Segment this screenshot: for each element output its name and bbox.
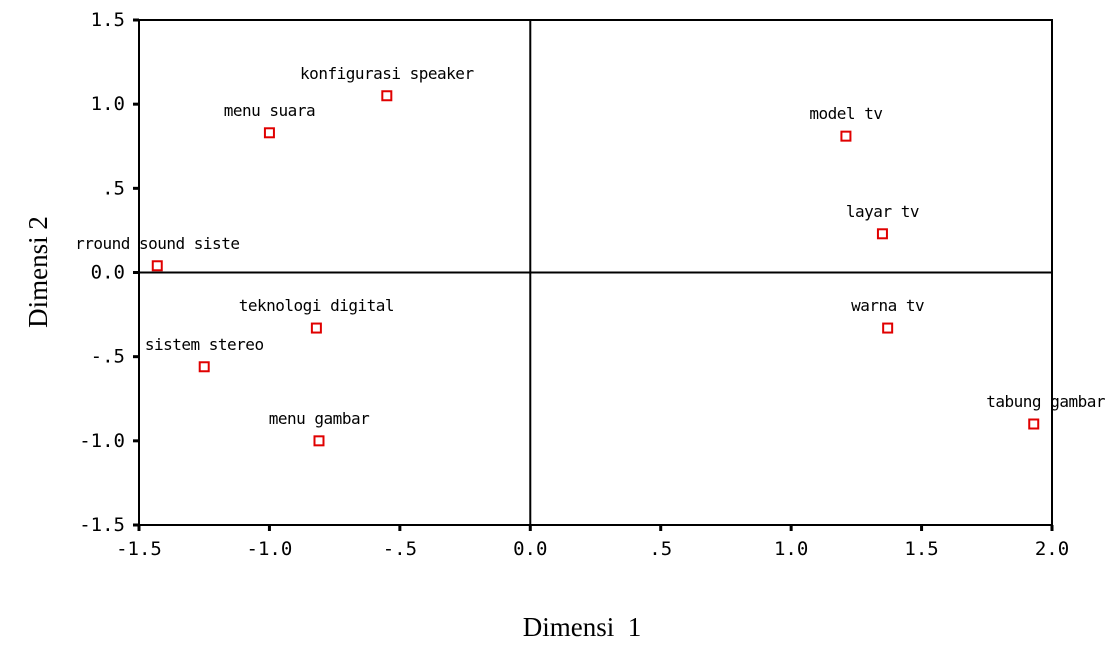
x-tick-label: -1.5: [116, 538, 162, 560]
point-label: warna tv: [851, 296, 924, 315]
point-label: teknologi digital: [239, 296, 394, 315]
point-label: tabung gambar: [986, 392, 1106, 411]
y-axis-title: Dimensi 2: [23, 216, 53, 328]
x-tick-label: 0.0: [513, 538, 547, 560]
data-point: layar tv: [846, 202, 919, 240]
x-tick-label: 2.0: [1035, 538, 1069, 560]
x-tick-label: .5: [649, 538, 672, 560]
data-point: model tv: [809, 104, 883, 142]
point-marker: [381, 90, 393, 102]
point-marker: [310, 322, 322, 334]
data-point: warna tv: [851, 296, 925, 334]
y-tick-label: 0.0: [91, 262, 125, 284]
x-tick-label: -.5: [383, 538, 417, 560]
point-marker: [151, 260, 163, 272]
y-tick-label: 1.0: [91, 93, 125, 115]
point-marker: [882, 322, 894, 334]
point-marker: [876, 228, 888, 240]
y-tick-label: -.5: [91, 346, 125, 368]
point-label: konfigurasi speaker: [300, 64, 474, 83]
y-tick-label: -1.5: [79, 514, 125, 536]
y-tick-label: -1.0: [79, 430, 125, 452]
point-label: menu gambar: [269, 409, 370, 428]
data-point: menu suara: [224, 101, 316, 139]
y-tick-label: .5: [102, 177, 125, 199]
y-axis: 1.5 1.0 .5 0.0 -.5 -1.0 -1.5: [79, 9, 139, 536]
point-label: model tv: [809, 104, 882, 123]
x-axis-title: Dimensi 1: [523, 612, 642, 642]
point-marker: [840, 130, 852, 142]
data-point: menu gambar: [269, 409, 371, 447]
data-point: tabung gambar: [986, 392, 1106, 430]
point-label: layar tv: [846, 202, 919, 221]
x-tick-label: -1.0: [247, 538, 293, 560]
point-label: menu suara: [224, 101, 315, 120]
x-tick-label: 1.0: [774, 538, 808, 560]
point-label: rround sound siste: [75, 234, 239, 253]
x-axis: -1.5 -1.0 -.5 0.0 .5 1.0 1.5 2.0: [116, 525, 1069, 560]
point-marker: [263, 127, 275, 139]
data-point: konfigurasi speaker: [300, 64, 475, 102]
data-point: teknologi digital: [239, 296, 395, 334]
point-marker: [1028, 418, 1040, 430]
data-point: sistem stereo: [145, 335, 264, 373]
point-marker: [313, 435, 325, 447]
data-points: konfigurasi speaker menu suara rround soun…: [75, 64, 1106, 447]
y-tick-label: 1.5: [91, 9, 125, 31]
point-marker: [198, 361, 210, 373]
point-label: sistem stereo: [145, 335, 264, 354]
data-point: rround sound siste: [75, 234, 240, 272]
x-tick-label: 1.5: [904, 538, 938, 560]
